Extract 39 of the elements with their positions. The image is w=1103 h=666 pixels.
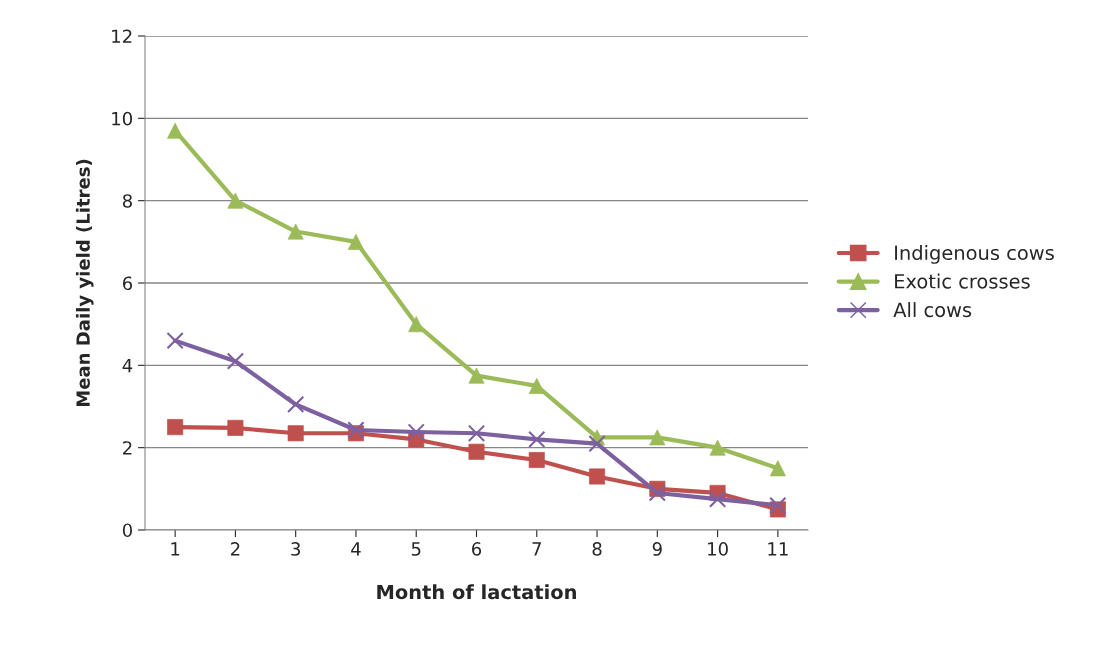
x-tick-label: 3 [291, 542, 300, 556]
x-tick-label: 9 [652, 542, 662, 556]
point [287, 395, 305, 414]
point [769, 460, 786, 477]
point [347, 421, 365, 439]
point [226, 352, 245, 370]
y-tick-label: 2 [123, 441, 132, 455]
x-tick-label: 4 [351, 542, 361, 556]
legend-label: Exotic crosses [895, 273, 1030, 289]
point [166, 331, 184, 350]
y-tick-label: 4 [122, 359, 133, 373]
x-tick-label: 5 [411, 542, 421, 556]
x-tick-label: 7 [532, 542, 541, 556]
x-tick-label: 6 [472, 542, 482, 556]
point [227, 419, 244, 436]
x-axis-title: Month of lactation [377, 584, 576, 600]
y-tick-label: 10 [112, 111, 132, 126]
point [167, 419, 184, 436]
y-tick-label: 12 [112, 29, 132, 43]
y-tick-label: 8 [122, 194, 132, 208]
point [589, 468, 606, 485]
point [408, 316, 425, 333]
legend-label: Indigenous cows [895, 245, 1054, 264]
x-tick-label: 8 [592, 542, 602, 556]
x-tick-label: 1 [171, 542, 180, 556]
point [769, 496, 787, 514]
point [648, 484, 666, 502]
point [407, 423, 425, 441]
x-tick-label: 10 [708, 542, 728, 556]
legend-label: All cows [893, 302, 972, 318]
point [467, 424, 486, 442]
y-tick-label: 0 [122, 523, 132, 538]
y-axis-title: Mean Daily yield (Litres) [75, 159, 94, 407]
point [708, 490, 727, 508]
point [588, 434, 606, 453]
x-tick-label: 11 [768, 542, 788, 556]
y-tick-label: 6 [122, 276, 133, 291]
point [528, 430, 546, 449]
x-tick-label: 2 [230, 542, 240, 556]
